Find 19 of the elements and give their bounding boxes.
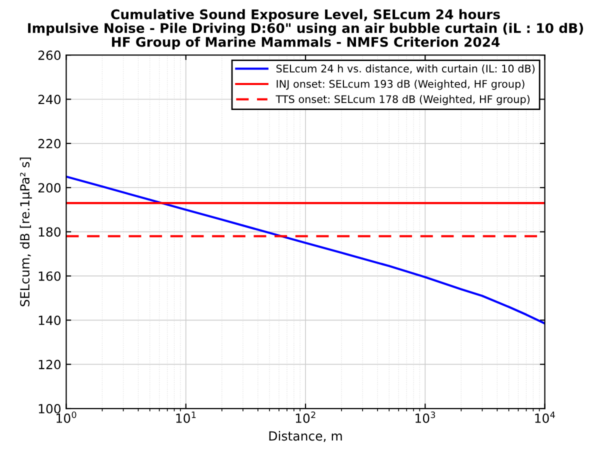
legend-label: INJ onset: SELcum 193 dB (Weighted, HF group) [276,80,524,90]
y-tick-label: 180 [38,227,61,237]
y-tick-label: 260 [38,50,61,60]
x-tick-label: 10$^{4}$ [535,412,555,423]
y-tick-label: 100 [38,404,61,414]
x-axis-title: Distance, m [269,431,342,442]
y-tick-label: 120 [38,360,61,370]
y-tick-label: 220 [38,138,61,148]
x-tick-label: 10$^{1}$ [176,412,196,423]
x-tick-label: 10$^{2}$ [296,411,316,423]
legend-label: TTS onset: SELcum 178 dB (Weighted, HF group) [276,95,530,106]
x-tick-label: 10$^{3}$ [416,411,436,423]
chart-title: Cumulative Sound Exposure Level, SELcum 24 hours Impulsive Noise - Pile Driving D:60" using an air bubble curtain (iL : 10 dB) HF Group of Marine Mammals - NMFS Criterion 2024 [28,9,584,50]
y-tick-label: 140 [38,316,61,326]
y-tick-label: 240 [38,94,61,104]
legend-label: SELcum 24 h vs. distance, with curtain (IL: 10 dB) [276,64,535,74]
y-axis-title: SELcum, dB [re.1μPa² s] [20,158,32,306]
y-tick-label: 200 [38,183,61,193]
y-tick-label: 160 [38,271,61,281]
